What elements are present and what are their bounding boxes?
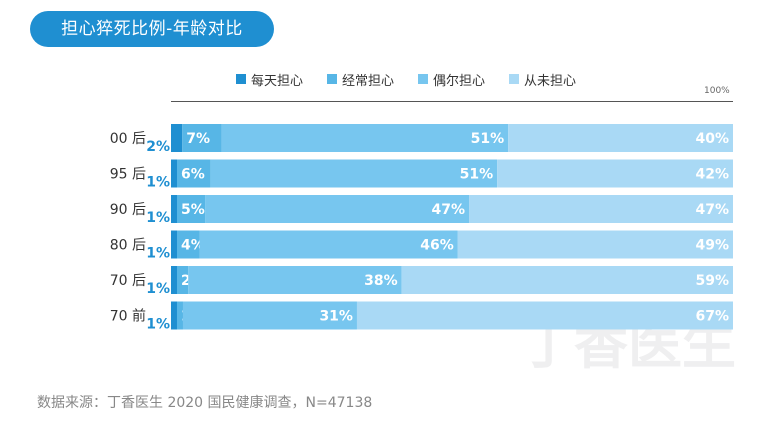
data-label: 38% (364, 273, 398, 289)
axis-top-line (171, 101, 733, 102)
bar-segment (176, 301, 183, 330)
category-label: 95 后 (110, 167, 146, 183)
category-label: 70 前 (110, 308, 146, 325)
data-label: 1% (146, 246, 170, 262)
data-label: 47% (695, 202, 729, 218)
data-label: 4% (181, 238, 205, 254)
data-label: 67% (695, 309, 729, 325)
legend-label-sometimes: 偶尔担心 (433, 73, 486, 89)
bar-segment (401, 266, 733, 294)
bar-segment (457, 230, 733, 259)
bar-segment (210, 159, 498, 188)
bar-segment (497, 159, 733, 188)
data-label: 1% (146, 317, 170, 333)
bar-segment (176, 159, 211, 188)
bar-segment (176, 195, 206, 223)
data-label: 7% (186, 131, 210, 147)
bar-segment (171, 266, 177, 294)
bar-segment (171, 159, 177, 188)
data-label: 6% (181, 167, 205, 183)
category-label: 00 后 (110, 131, 146, 147)
bar-segment (188, 266, 402, 294)
legend-item-often: 经常担心 (327, 70, 394, 89)
data-label: 40% (695, 131, 729, 147)
data-label: 5% (181, 202, 205, 218)
bar-segment (182, 124, 222, 152)
legend-label-never: 从未担心 (524, 73, 577, 89)
legend-swatch-never (509, 74, 520, 84)
source-note: 数据来源：丁香医生 2020 国民健康调查，N=47138 (37, 395, 373, 411)
legend-label-daily: 每天担心 (251, 73, 304, 89)
axis-max-label: 100% (704, 86, 730, 96)
category-label: 90 后 (110, 202, 146, 218)
category-label: 70 后 (110, 273, 146, 289)
category-label: 80 后 (110, 238, 146, 254)
data-label: 31% (319, 309, 353, 325)
data-label: 51% (460, 167, 494, 183)
legend-label-often: 经常担心 (342, 73, 395, 89)
legend-item-never: 从未担心 (509, 70, 576, 89)
bar-segment (182, 301, 357, 330)
data-label: 2% (146, 139, 170, 155)
bar-segment (176, 230, 200, 259)
bar-segment (171, 124, 183, 152)
data-label: 47% (432, 202, 466, 218)
data-label: 51% (471, 131, 505, 147)
data-label: 1% (146, 281, 170, 297)
bar-segment (205, 195, 470, 223)
data-label: 49% (695, 238, 729, 254)
legend-item-daily: 每天担心 (236, 70, 303, 89)
data-label: 1% (146, 210, 170, 226)
bar-segment (221, 124, 509, 152)
bar-segment (176, 266, 189, 294)
bar-segment (469, 195, 733, 223)
chart-title: 担心猝死比例-年龄对比 (30, 11, 274, 47)
data-label: 1% (146, 175, 170, 191)
bar-segment (508, 124, 733, 152)
bar-segment (356, 301, 733, 330)
legend-swatch-often (327, 74, 338, 84)
bar-segment (199, 230, 458, 259)
legend-swatch-sometimes (418, 74, 429, 84)
legend-swatch-daily (236, 74, 246, 84)
legend-item-sometimes: 偶尔担心 (418, 70, 485, 89)
bar-segment (171, 230, 177, 259)
data-label: 46% (420, 238, 454, 254)
bar-segment (171, 195, 177, 223)
data-label: 42% (695, 167, 729, 183)
data-label: 59% (695, 273, 729, 289)
bar-segment (171, 301, 177, 330)
legend: 每天担心 经常担心 偶尔担心 从未担心 (236, 70, 576, 89)
